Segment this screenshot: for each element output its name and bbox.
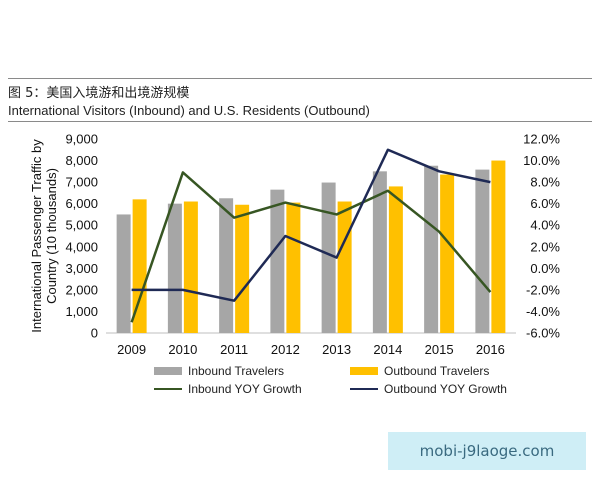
y-tick-label: 7,000 xyxy=(65,175,98,190)
y2-tick-label: 12.0% xyxy=(523,132,560,147)
y2-tick-label: 8.0% xyxy=(530,175,560,190)
legend-swatch-outbound-yoy xyxy=(350,388,378,390)
top-rule xyxy=(8,78,592,79)
bar-outbound-travelers xyxy=(183,201,198,333)
x-tick-label: 2013 xyxy=(322,342,351,357)
bar-outbound-travelers xyxy=(388,186,403,333)
bar-outbound-travelers xyxy=(491,160,506,333)
y2-tick-label: -4.0% xyxy=(526,304,560,319)
y2-tick-label: 2.0% xyxy=(530,239,560,254)
bar-inbound-travelers xyxy=(270,189,285,333)
x-tick-label: 2016 xyxy=(476,342,505,357)
bar-outbound-travelers xyxy=(286,202,301,333)
y-tick-label: 3,000 xyxy=(65,261,98,276)
figure-title: 图 5：美国入境游和出境游规模 xyxy=(8,86,190,101)
bar-outbound-travelers xyxy=(235,204,250,333)
legend-swatch-outbound-travelers xyxy=(350,367,378,375)
y-tick-label: 2,000 xyxy=(65,282,98,297)
legend-label: Inbound Travelers xyxy=(188,364,285,378)
legend-outbound-travelers: Outbound Travelers xyxy=(350,364,489,378)
y-tick-label: 1,000 xyxy=(65,304,98,319)
bar-inbound-travelers xyxy=(475,169,490,333)
y-tick-label: 8,000 xyxy=(65,153,98,168)
y-tick-label: 9,000 xyxy=(65,132,98,147)
y-tick-label: 4,000 xyxy=(65,239,98,254)
y2-tick-label: 10.0% xyxy=(523,153,560,168)
legend-inbound-travelers: Inbound Travelers xyxy=(154,364,284,378)
bar-inbound-travelers xyxy=(219,198,234,333)
legend-label: Outbound Travelers xyxy=(384,364,490,378)
legend-label: Inbound YOY Growth xyxy=(188,382,302,396)
bar-inbound-travelers xyxy=(321,182,336,333)
x-tick-label: 2011 xyxy=(220,342,248,357)
bar-outbound-travelers xyxy=(337,201,352,333)
line-outbound-yoy-growth xyxy=(131,148,491,302)
legend-swatch-inbound-yoy xyxy=(154,388,182,390)
watermark-box: mobi-j9laoge.com xyxy=(388,432,586,470)
bar-inbound-travelers xyxy=(167,203,182,333)
y2-tick-label: -2.0% xyxy=(526,282,560,297)
y2-tick-label: 4.0% xyxy=(530,218,560,233)
legend-swatch-inbound-travelers xyxy=(154,367,182,375)
title-rule xyxy=(8,121,592,122)
line-inbound-yoy-growth xyxy=(130,171,492,323)
x-tick-label: 2014 xyxy=(373,342,402,357)
x-tick-label: 2010 xyxy=(168,342,197,357)
y2-tick-label: -6.0% xyxy=(526,326,560,341)
legend-inbound-yoy: Inbound YOY Growth xyxy=(154,382,302,396)
bar-inbound-travelers xyxy=(424,165,439,333)
chart-title: International Visitors (Inbound) and U.S… xyxy=(8,103,370,118)
legend-outbound-yoy: Outbound YOY Growth xyxy=(350,382,507,396)
bar-outbound-travelers xyxy=(132,199,147,333)
legend-label: Outbound YOY Growth xyxy=(384,382,507,396)
bar-inbound-travelers xyxy=(372,171,387,333)
x-tick-label: 2009 xyxy=(117,342,146,357)
bar-inbound-travelers xyxy=(116,214,131,333)
x-tick-label: 2015 xyxy=(425,342,454,357)
x-tick-label: 2012 xyxy=(271,342,300,357)
y2-tick-label: 6.0% xyxy=(530,196,560,211)
y-tick-label: 0 xyxy=(91,326,98,341)
y-tick-label: 6,000 xyxy=(65,196,98,211)
y-axis-title: International Passenger Traffic byCountr… xyxy=(29,139,59,333)
bar-outbound-travelers xyxy=(440,174,455,333)
y2-tick-label: 0.0% xyxy=(530,261,560,276)
y-tick-label: 5,000 xyxy=(65,218,98,233)
